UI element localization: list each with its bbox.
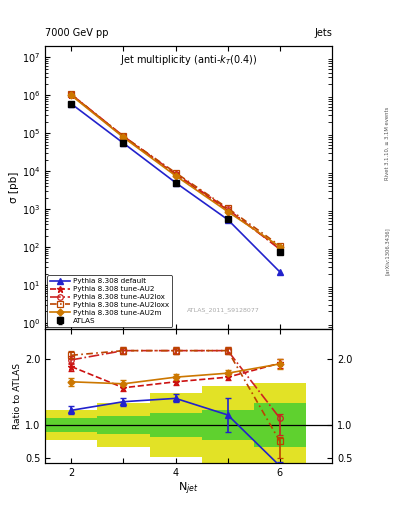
Text: Rivet 3.1.10, ≥ 3.1M events: Rivet 3.1.10, ≥ 3.1M events: [385, 106, 389, 180]
Pythia 8.308 tune-AU2loxx: [226, 205, 230, 211]
Pythia 8.308 tune-AU2lox: [121, 133, 126, 139]
Line: Pythia 8.308 tune-AU2: Pythia 8.308 tune-AU2: [68, 91, 283, 252]
Pythia 8.308 tune-AU2m: [277, 244, 282, 250]
Y-axis label: σ [pb]: σ [pb]: [9, 172, 19, 203]
Line: Pythia 8.308 tune-AU2lox: Pythia 8.308 tune-AU2lox: [68, 92, 283, 252]
Pythia 8.308 default: [173, 180, 178, 186]
Pythia 8.308 tune-AU2: [226, 207, 230, 213]
X-axis label: N$_{jet}$: N$_{jet}$: [178, 481, 199, 497]
Text: [arXiv:1306.3436]: [arXiv:1306.3436]: [385, 227, 389, 275]
Bar: [254, 383, 306, 466]
Pythia 8.308 tune-AU2: [69, 92, 73, 98]
Pythia 8.308 default: [226, 217, 230, 223]
Pythia 8.308 default: [277, 269, 282, 275]
Pythia 8.308 tune-AU2m: [121, 134, 126, 140]
Bar: [202, 410, 254, 440]
Pythia 8.308 tune-AU2: [277, 245, 282, 251]
Pythia 8.308 tune-AU2m: [69, 92, 73, 98]
Bar: [45, 410, 97, 440]
Pythia 8.308 tune-AU2loxx: [173, 169, 178, 176]
Pythia 8.308 default: [69, 101, 73, 107]
Pythia 8.308 tune-AU2loxx: [69, 91, 73, 97]
Bar: [149, 393, 202, 457]
Pythia 8.308 tune-AU2lox: [226, 206, 230, 212]
Text: Jets: Jets: [314, 28, 332, 38]
Bar: [254, 403, 306, 447]
Bar: [149, 413, 202, 437]
Legend: Pythia 8.308 default, Pythia 8.308 tune-AU2, Pythia 8.308 tune-AU2lox, Pythia 8.: Pythia 8.308 default, Pythia 8.308 tune-…: [48, 275, 173, 327]
Pythia 8.308 tune-AU2m: [226, 208, 230, 215]
Pythia 8.308 default: [121, 140, 126, 146]
Pythia 8.308 tune-AU2lox: [173, 170, 178, 177]
Bar: [97, 416, 149, 434]
Y-axis label: Ratio to ATLAS: Ratio to ATLAS: [13, 363, 22, 429]
Pythia 8.308 tune-AU2: [121, 134, 126, 140]
Pythia 8.308 tune-AU2loxx: [121, 133, 126, 139]
Text: Jet multiplicity (anti-$k_T$(0.4)): Jet multiplicity (anti-$k_T$(0.4)): [120, 53, 257, 67]
Pythia 8.308 tune-AU2lox: [69, 91, 73, 97]
Bar: [202, 387, 254, 463]
Pythia 8.308 tune-AU2: [173, 172, 178, 178]
Bar: [45, 418, 97, 432]
Pythia 8.308 tune-AU2loxx: [277, 243, 282, 249]
Pythia 8.308 tune-AU2lox: [277, 246, 282, 252]
Line: Pythia 8.308 tune-AU2m: Pythia 8.308 tune-AU2m: [69, 93, 282, 249]
Bar: [97, 403, 149, 447]
Line: Pythia 8.308 default: Pythia 8.308 default: [68, 101, 283, 275]
Text: 7000 GeV pp: 7000 GeV pp: [45, 28, 109, 38]
Line: Pythia 8.308 tune-AU2loxx: Pythia 8.308 tune-AU2loxx: [68, 92, 283, 248]
Text: ATLAS_2011_S9128077: ATLAS_2011_S9128077: [187, 308, 259, 313]
Pythia 8.308 tune-AU2m: [173, 173, 178, 179]
